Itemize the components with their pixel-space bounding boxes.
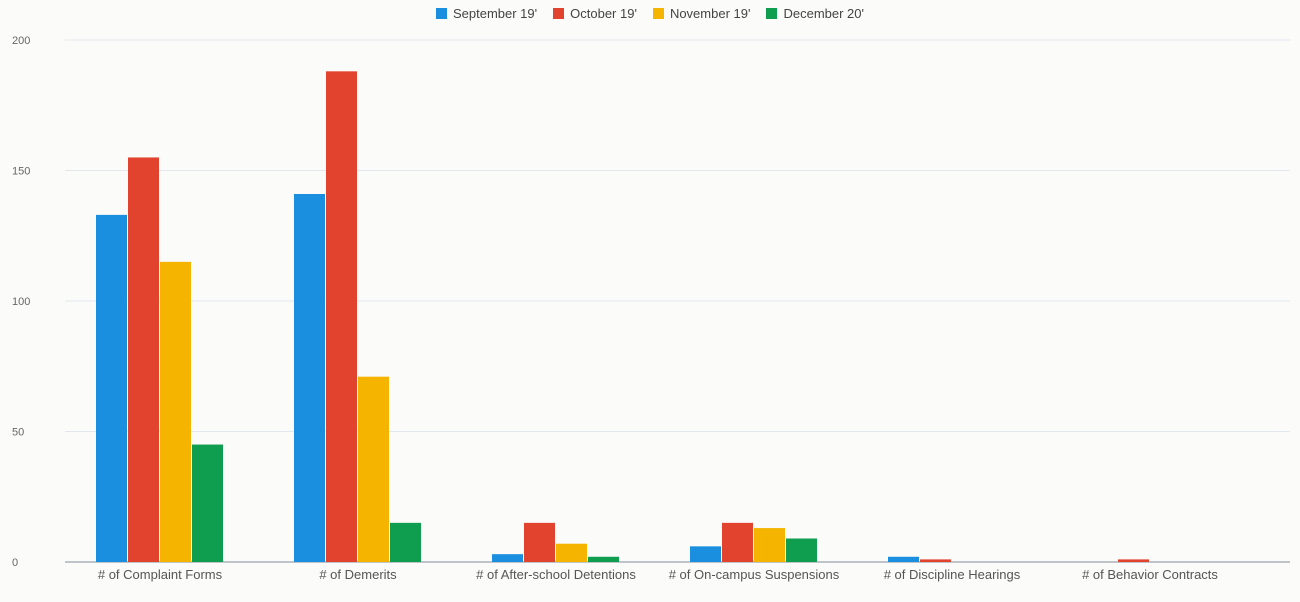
bar [920,559,951,562]
bar [524,522,555,562]
legend-label: December 20' [783,6,864,21]
legend-item: September 19' [435,6,538,21]
bar [722,522,753,562]
legend-item: October 19' [553,6,637,21]
legend-swatch [435,8,447,19]
bar [492,554,523,562]
x-tick-label: # of After-school Detentions [476,567,636,582]
bar [326,71,357,562]
bar [160,261,191,562]
bar [754,528,785,562]
bar [390,522,421,562]
legend-item: November 19' [652,6,751,21]
bar [358,376,389,562]
bar [556,543,587,562]
legend-label: October 19' [570,6,637,21]
bar [588,556,619,562]
y-tick-label: 100 [12,296,30,308]
bar [192,444,223,562]
y-tick-label: 200 [12,35,30,47]
legend-swatch [652,8,664,19]
y-tick-label: 0 [12,557,18,569]
legend-label: November 19' [669,6,751,21]
x-tick-label: # of Demerits [319,567,397,582]
x-tick-label: # of On-campus Suspensions [669,567,840,582]
bar [888,556,919,562]
legend-swatch [553,8,565,19]
legend-swatch [766,8,778,19]
bar [294,193,325,563]
bar [1118,559,1149,562]
chart-legend: September 19' October 19' November 19' Dece… [0,6,1300,21]
bar [96,214,127,562]
bar [690,546,721,562]
bar [128,157,159,562]
legend-item: December 20' [766,6,864,21]
x-tick-label: # of Complaint Forms [98,567,223,582]
bar [786,538,817,562]
legend-label: September 19' [452,6,538,21]
y-tick-label: 150 [12,166,30,178]
y-tick-label: 50 [12,427,24,439]
x-tick-label: # of Behavior Contracts [1082,567,1218,582]
x-tick-label: # of Discipline Hearings [884,567,1021,582]
